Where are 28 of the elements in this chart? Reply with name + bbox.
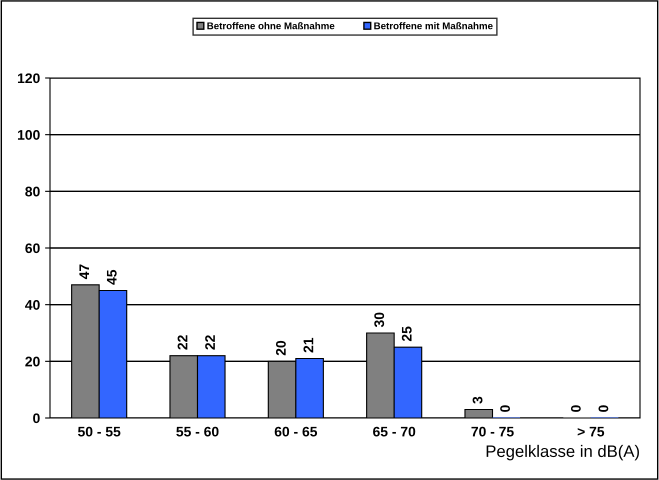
data-label: 0: [598, 405, 608, 412]
y-tick-label: 40: [25, 300, 40, 310]
x-tick-label: > 75: [578, 426, 604, 437]
data-label: 22: [205, 335, 215, 350]
legend-label: Betroffene ohne Maßnahme: [207, 22, 334, 30]
y-tick-label: 100: [18, 130, 40, 140]
x-axis-title: Pegelklasse in dB(A): [486, 444, 639, 460]
data-label: 20: [276, 340, 286, 356]
data-label: 45: [106, 270, 117, 285]
legend-label: Betroffene mit Maßnahme: [374, 22, 493, 30]
x-tick-label: 65 - 70: [373, 426, 416, 437]
y-tick-label: 60: [25, 243, 40, 254]
y-tick-label: 80: [25, 186, 40, 197]
y-tick-label: 120: [18, 73, 40, 84]
x-tick-label: 70 - 75: [471, 426, 514, 437]
x-tick-label: 60 - 65: [274, 426, 318, 437]
data-label: 0: [570, 405, 581, 412]
data-label: 3: [472, 396, 482, 404]
data-label: 30: [374, 312, 384, 328]
x-tick-label: 50 - 55: [78, 426, 120, 437]
data-label: 22: [178, 335, 188, 350]
data-label: 0: [500, 405, 510, 412]
x-tick-label: 55 - 60: [176, 426, 219, 437]
data-label: 47: [79, 264, 89, 280]
y-tick-label: 20: [25, 356, 40, 367]
data-label: 25: [402, 326, 412, 342]
y-tick-label: 0: [33, 413, 40, 424]
data-label: 21: [303, 338, 314, 352]
